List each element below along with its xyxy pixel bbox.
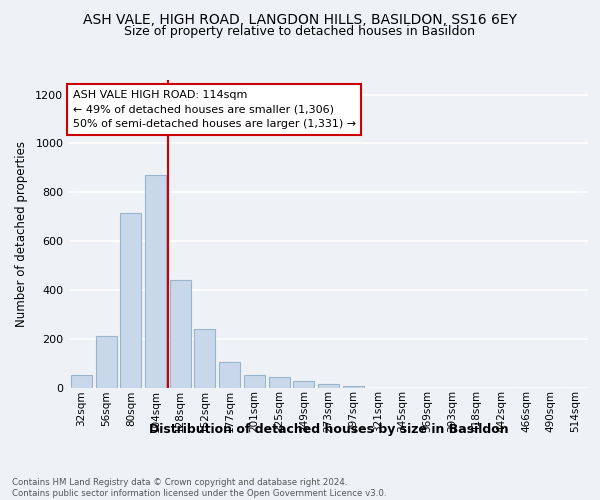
- Text: ASH VALE HIGH ROAD: 114sqm
← 49% of detached houses are smaller (1,306)
50% of s: ASH VALE HIGH ROAD: 114sqm ← 49% of deta…: [73, 90, 356, 130]
- Bar: [95, 336, 116, 388]
- Text: ASH VALE, HIGH ROAD, LANGDON HILLS, BASILDON, SS16 6EY: ASH VALE, HIGH ROAD, LANGDON HILLS, BASI…: [83, 12, 517, 26]
- Bar: [269, 376, 290, 388]
- Text: Size of property relative to detached houses in Basildon: Size of property relative to detached ho…: [125, 25, 476, 38]
- Bar: [219, 362, 240, 388]
- Y-axis label: Number of detached properties: Number of detached properties: [16, 141, 28, 327]
- Bar: [318, 384, 339, 388]
- Bar: [244, 376, 265, 388]
- Bar: [194, 330, 215, 388]
- Text: Distribution of detached houses by size in Basildon: Distribution of detached houses by size …: [149, 422, 509, 436]
- Bar: [170, 280, 191, 388]
- Bar: [145, 175, 166, 388]
- Bar: [71, 376, 92, 388]
- Bar: [293, 380, 314, 388]
- Bar: [343, 386, 364, 388]
- Text: Contains HM Land Registry data © Crown copyright and database right 2024.
Contai: Contains HM Land Registry data © Crown c…: [12, 478, 386, 498]
- Bar: [120, 213, 141, 388]
